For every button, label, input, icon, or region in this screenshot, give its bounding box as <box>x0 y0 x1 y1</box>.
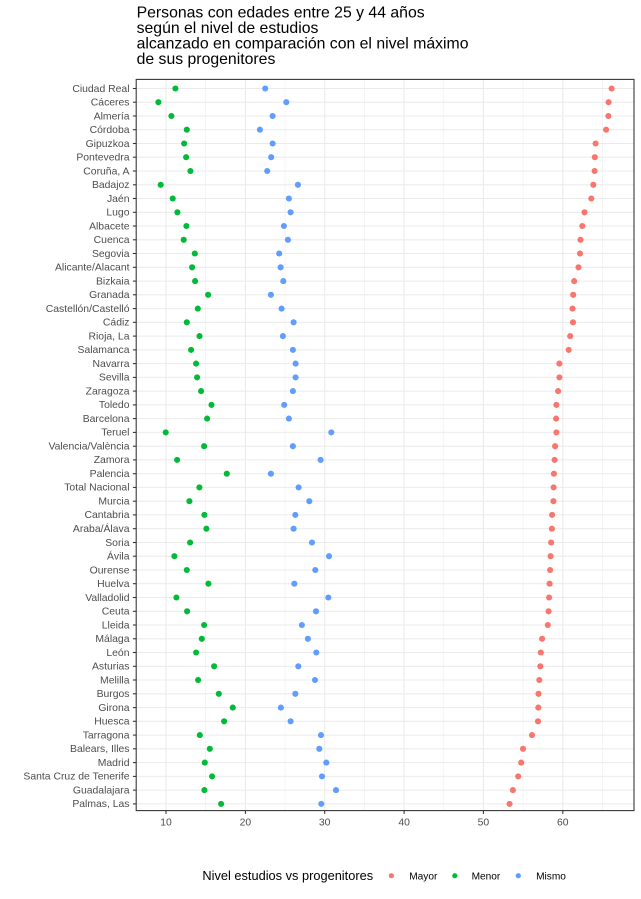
svg-text:Zaragoza: Zaragoza <box>86 386 130 397</box>
svg-text:50: 50 <box>478 817 490 828</box>
svg-text:León: León <box>106 648 129 659</box>
svg-text:Madrid: Madrid <box>98 758 130 769</box>
svg-text:Balears, Illes: Balears, Illes <box>70 744 129 755</box>
svg-text:Cádiz: Cádiz <box>103 318 130 329</box>
svg-text:Coruña, A: Coruña, A <box>83 166 129 177</box>
svg-text:Ciudad Real: Ciudad Real <box>72 84 129 95</box>
svg-text:Guadalajara: Guadalajara <box>73 785 130 796</box>
svg-text:Alicante/Alacant: Alicante/Alacant <box>55 263 130 274</box>
svg-text:Personas con edades entre 25 y: Personas con edades entre 25 y 44 años <box>137 4 425 21</box>
svg-text:Ávila: Ávila <box>107 550 130 563</box>
svg-text:Tarragona: Tarragona <box>83 730 130 741</box>
svg-text:Palmas, Las: Palmas, Las <box>72 799 129 810</box>
svg-text:Teruel: Teruel <box>101 428 129 439</box>
svg-text:Córdoba: Córdoba <box>90 125 130 136</box>
svg-text:Lugo: Lugo <box>106 208 129 219</box>
svg-text:alcanzado en comparación con e: alcanzado en comparación con el nivel má… <box>137 36 469 53</box>
svg-text:Asturias: Asturias <box>92 662 130 673</box>
svg-text:Cuenca: Cuenca <box>94 235 130 246</box>
svg-text:Murcia: Murcia <box>98 497 129 508</box>
svg-text:Jaén: Jaén <box>107 194 130 205</box>
svg-text:Segovia: Segovia <box>92 249 130 260</box>
svg-text:Castellón/Castelló: Castellón/Castelló <box>46 304 130 315</box>
svg-text:de sus progenitores: de sus progenitores <box>137 51 276 68</box>
svg-text:Navarra: Navarra <box>93 359 130 370</box>
svg-text:Mismo: Mismo <box>536 872 566 883</box>
svg-text:según el nivel de estudios: según el nivel de estudios <box>137 20 319 37</box>
svg-text:Valencia/València: Valencia/València <box>48 442 129 453</box>
svg-text:Albacete: Albacete <box>89 221 130 232</box>
svg-text:Sevilla: Sevilla <box>99 373 130 384</box>
svg-text:Barcelona: Barcelona <box>83 414 130 425</box>
svg-text:Huesca: Huesca <box>94 717 129 728</box>
svg-text:Almería: Almería <box>94 111 130 122</box>
svg-text:Cáceres: Cáceres <box>91 98 130 109</box>
svg-text:Girona: Girona <box>98 703 129 714</box>
svg-text:Ourense: Ourense <box>90 565 130 576</box>
svg-text:Salamanca: Salamanca <box>78 345 130 356</box>
svg-text:Badajoz: Badajoz <box>92 180 130 191</box>
svg-text:Nivel estudios vs progenitores: Nivel estudios vs progenitores <box>202 868 373 883</box>
svg-text:10: 10 <box>160 817 172 828</box>
svg-text:20: 20 <box>240 817 252 828</box>
svg-text:Bizkaia: Bizkaia <box>96 276 130 287</box>
svg-text:Rioja, La: Rioja, La <box>88 331 129 342</box>
svg-text:Toledo: Toledo <box>99 400 130 411</box>
svg-text:Zamora: Zamora <box>94 455 130 466</box>
svg-text:30: 30 <box>319 817 331 828</box>
svg-text:Granada: Granada <box>89 290 130 301</box>
svg-text:Soria: Soria <box>105 538 129 549</box>
svg-text:Cantabria: Cantabria <box>84 510 129 521</box>
svg-text:Valladolid: Valladolid <box>85 593 130 604</box>
svg-text:Lleida: Lleida <box>102 620 130 631</box>
svg-text:Huelva: Huelva <box>97 579 130 590</box>
svg-text:Ceuta: Ceuta <box>102 607 130 618</box>
svg-text:Mayor: Mayor <box>409 872 438 883</box>
svg-text:Santa Cruz de Tenerife: Santa Cruz de Tenerife <box>23 772 129 783</box>
svg-text:40: 40 <box>398 817 410 828</box>
svg-text:Menor: Menor <box>472 872 501 883</box>
svg-text:Palencia: Palencia <box>90 469 130 480</box>
svg-text:Total Nacional: Total Nacional <box>64 483 129 494</box>
svg-text:Burgos: Burgos <box>97 689 130 700</box>
svg-text:60: 60 <box>557 817 569 828</box>
svg-text:Melilla: Melilla <box>100 675 130 686</box>
svg-text:Málaga: Málaga <box>95 634 129 645</box>
svg-text:Araba/Álava: Araba/Álava <box>73 522 130 535</box>
svg-text:Pontevedra: Pontevedra <box>76 153 129 164</box>
svg-text:Gipuzkoa: Gipuzkoa <box>86 139 130 150</box>
